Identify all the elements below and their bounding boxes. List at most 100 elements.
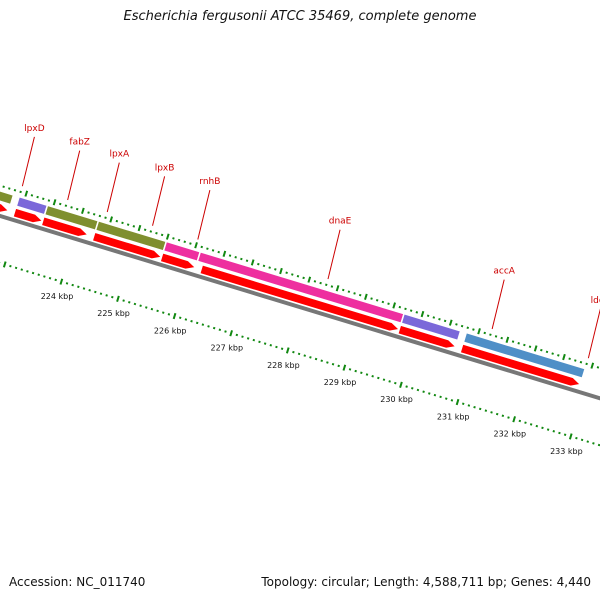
upper-tick: [245, 259, 249, 262]
upper-tick: [426, 314, 430, 318]
ruler-minor-tick: [371, 375, 374, 378]
feature-block: [462, 331, 587, 380]
upper-tick: [257, 262, 260, 266]
upper-tick: [98, 214, 102, 218]
upper-tick: [143, 228, 147, 232]
ruler-minor-tick: [31, 271, 35, 275]
upper-tick: [149, 230, 153, 233]
ruler-minor-tick: [37, 273, 40, 277]
upper-tick: [42, 197, 45, 201]
gene-leader-line: [152, 176, 166, 226]
ruler-minor-tick: [331, 362, 335, 366]
ruler-minor-tick: [535, 424, 539, 428]
upper-tick: [590, 362, 595, 369]
ruler-minor-tick: [461, 402, 465, 406]
ruler-minor-tick: [348, 368, 352, 371]
cds-arrow: [12, 207, 44, 224]
ruler-minor-tick: [212, 326, 216, 330]
upper-tick: [307, 276, 312, 283]
upper-tick: [268, 266, 271, 269]
ruler-kbp-label: 231 kbp: [437, 412, 470, 421]
gene-label: accA: [493, 267, 515, 277]
upper-tick: [415, 311, 419, 314]
ruler-kbp-label: 227 kbp: [210, 344, 243, 353]
ruler-minor-tick: [82, 287, 86, 290]
gene-label: lpxA: [109, 150, 130, 160]
upper-tick: [250, 259, 255, 266]
upper-tick: [545, 350, 549, 354]
ruler-minor-tick: [433, 393, 437, 397]
gene-label: lpxD: [24, 124, 45, 134]
upper-tick: [183, 240, 187, 244]
ruler-minor-tick: [320, 359, 323, 363]
upper-tick: [511, 340, 515, 343]
ruler-minor-tick: [184, 318, 188, 321]
ruler-minor-tick: [586, 440, 589, 443]
ruler-major-tick: [2, 261, 7, 268]
ruler-minor-tick: [297, 352, 301, 356]
ruler-kbp-label: 233 kbp: [550, 447, 583, 456]
backbone-track: [0, 213, 600, 401]
upper-tick: [24, 190, 29, 197]
ruler-minor-tick: [365, 373, 369, 376]
ruler-minor-tick: [167, 313, 171, 316]
cds-arrow: [459, 343, 582, 387]
ruler-minor-tick: [252, 338, 256, 342]
upper-tick: [115, 219, 119, 223]
ruler-minor-tick: [546, 428, 550, 431]
upper-tick: [206, 247, 209, 250]
upper-tick: [460, 324, 464, 328]
upper-tick: [211, 249, 215, 252]
gene-leader-line: [21, 136, 35, 187]
ruler-minor-tick: [326, 361, 329, 364]
ruler-minor-tick: [263, 342, 267, 345]
upper-tick: [432, 316, 436, 319]
cds-arrow: [159, 252, 197, 270]
upper-tick: [523, 343, 526, 347]
gene-label-layer: lpxD fabZ lpxA lpxB rnhB dnaE accA ldcC: [21, 124, 600, 359]
map-title: Escherichia fergusonii ATCC 35469, compl…: [123, 9, 477, 24]
upper-tick: [347, 290, 351, 293]
ruler-minor-tick: [99, 292, 103, 295]
upper-tick: [364, 293, 368, 301]
upper-tick: [313, 280, 317, 283]
gene-leader-line: [106, 162, 120, 213]
ruler-minor-tick: [218, 328, 222, 332]
ruler-minor-tick: [258, 340, 261, 344]
cds-arrow: [199, 264, 401, 332]
ruler-minor-tick: [490, 411, 493, 414]
upper-tick: [19, 190, 22, 194]
upper-tick: [302, 276, 305, 280]
ruler-minor-tick: [246, 337, 250, 340]
ruler-kbp-label: 229 kbp: [324, 378, 357, 387]
upper-tick: [222, 250, 227, 258]
upper-tick: [172, 237, 175, 240]
ruler-minor-tick: [597, 443, 600, 447]
ruler-minor-tick: [524, 421, 527, 424]
ruler-minor-tick: [178, 316, 182, 320]
ruler-minor-tick: [405, 385, 408, 388]
upper-tick: [319, 281, 322, 285]
upper-tick: [568, 357, 571, 361]
ruler-minor-tick: [156, 309, 159, 313]
upper-tick: [189, 242, 192, 245]
upper-tick: [353, 292, 356, 295]
ruler-minor-tick: [161, 311, 165, 314]
ruler-minor-tick: [580, 438, 584, 442]
upper-tick: [585, 362, 588, 366]
upper-tick: [517, 342, 520, 345]
ruler-major-tick: [568, 433, 573, 440]
ruler-minor-tick: [48, 276, 52, 280]
cds-track: [0, 202, 582, 387]
upper-tick: [528, 345, 532, 348]
ruler-minor-tick: [122, 299, 125, 302]
upper-tick: [228, 254, 232, 257]
upper-tick: [392, 302, 397, 309]
feature-track: [0, 190, 587, 380]
upper-tick: [177, 238, 181, 242]
ruler-minor-tick: [105, 294, 108, 297]
gene-leader-line: [587, 308, 600, 359]
ruler-minor-tick: [71, 283, 74, 287]
ruler-minor-tick: [280, 347, 284, 350]
ruler-minor-tick: [495, 412, 499, 416]
